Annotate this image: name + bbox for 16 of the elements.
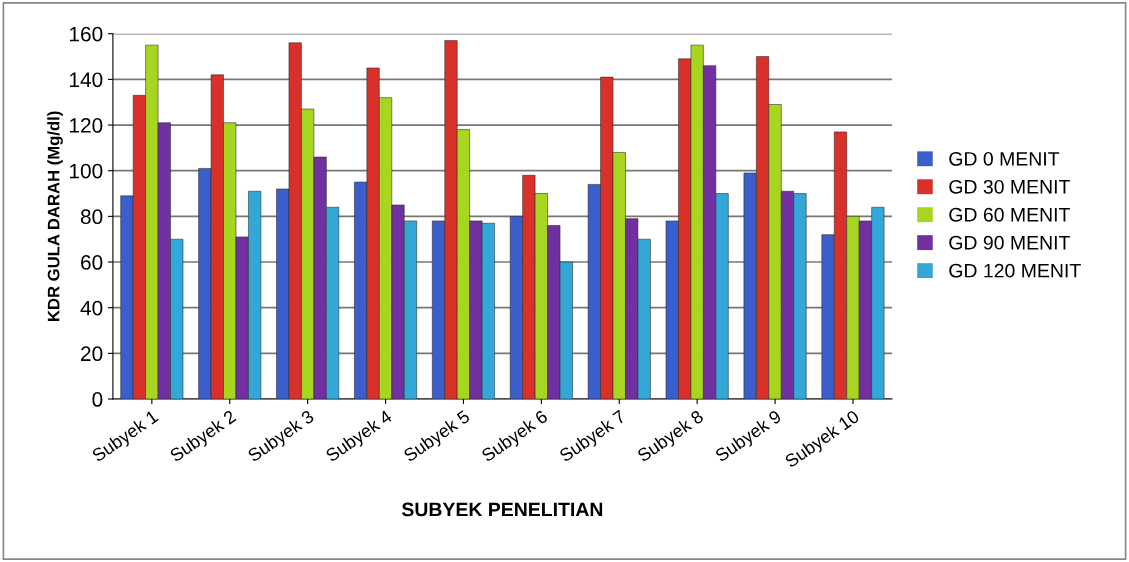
y-tick-label: 120 <box>70 118 103 133</box>
legend-label: GD 30 MENIT <box>949 179 1070 194</box>
y-tick-label: 160 <box>70 26 103 42</box>
legend-label: GD 60 MENIT <box>949 207 1070 222</box>
legend-label: GD 0 MENIT <box>949 151 1060 166</box>
y-tick-label: 20 <box>81 346 103 362</box>
legend-label: GD 90 MENIT <box>949 235 1070 250</box>
y-tick-label: 40 <box>80 300 103 316</box>
y-tick-label: 60 <box>81 255 103 270</box>
y-tick-label: 140 <box>70 72 103 88</box>
legend-label: GD 120 MENIT <box>949 263 1081 278</box>
x-axis-title: SUBYEK PENELITIAN <box>401 502 603 517</box>
y-tick-label: 0 <box>92 392 103 407</box>
y-axis-title: KDR GULA DARAH (Mg/dl) <box>47 111 63 321</box>
y-tick-label: 80 <box>80 209 103 225</box>
y-tick-label: 100 <box>70 163 103 179</box>
